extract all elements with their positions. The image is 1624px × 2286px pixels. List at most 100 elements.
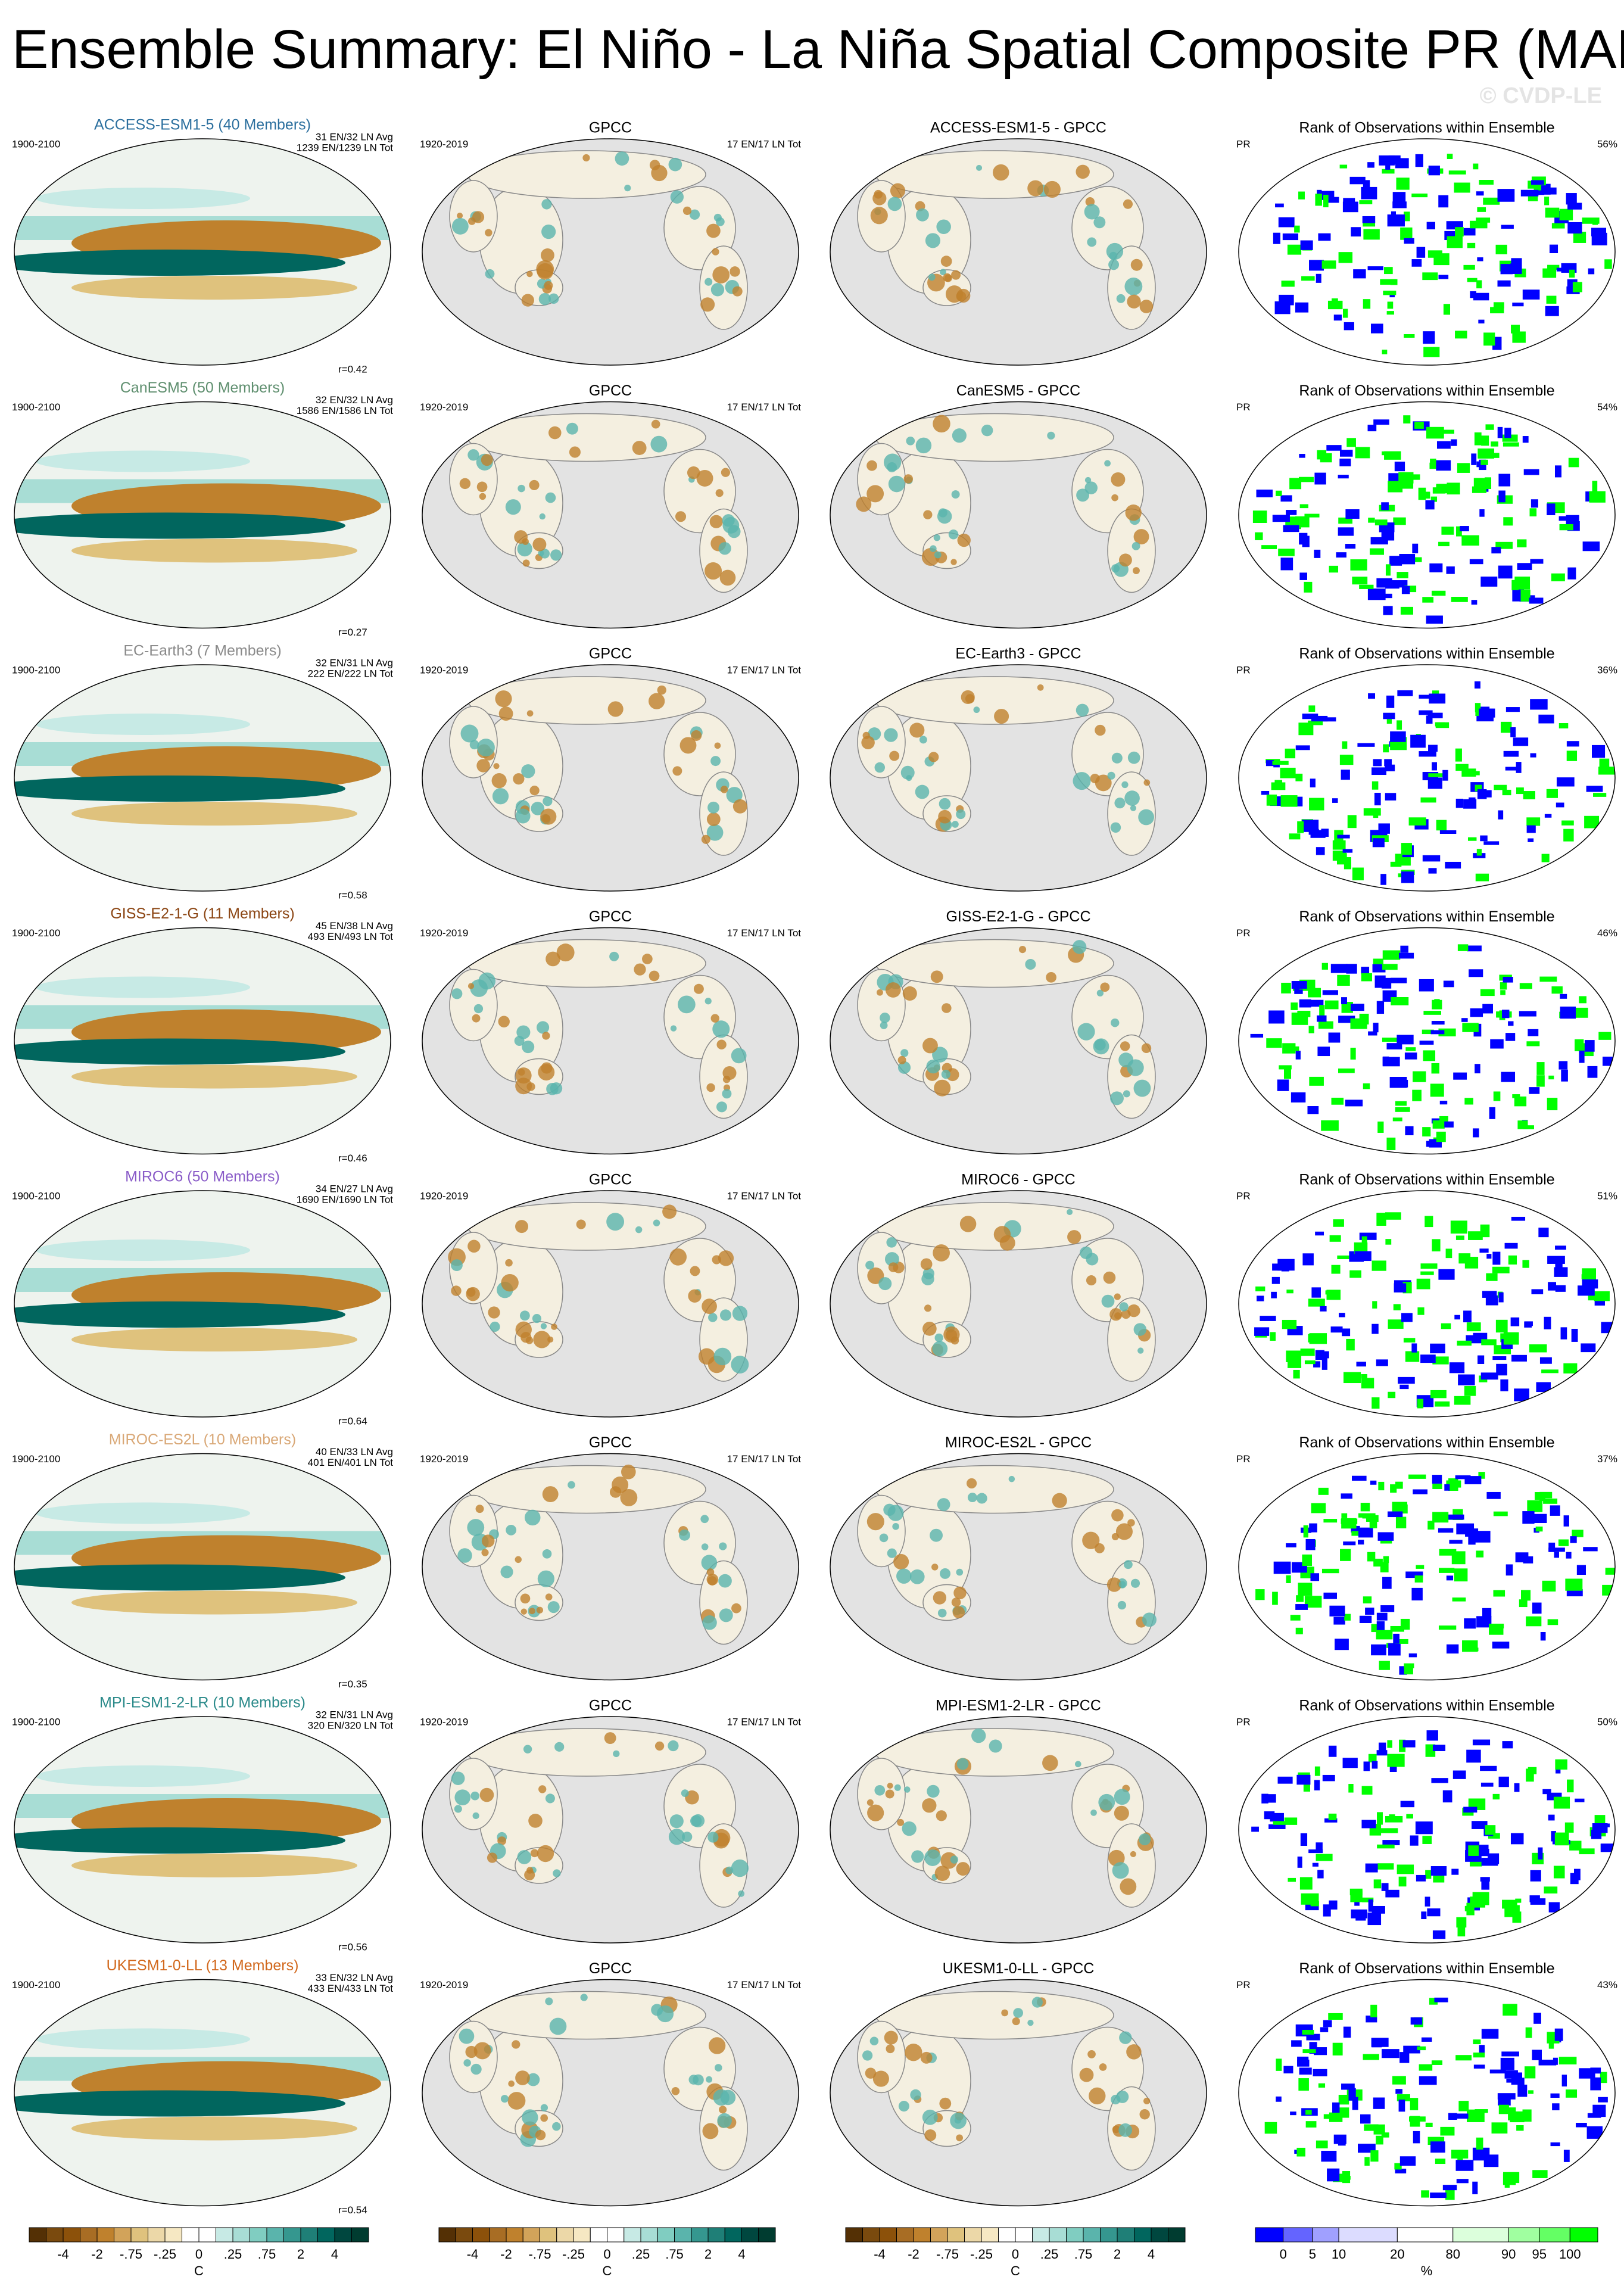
rank-cell xyxy=(1476,1550,1484,1558)
rank-cell xyxy=(1295,1051,1301,1060)
rank-cell xyxy=(1526,825,1536,833)
rank-cell xyxy=(1560,1006,1576,1019)
field-patch xyxy=(463,2059,471,2067)
map-outline xyxy=(14,401,391,629)
field-patch xyxy=(888,475,905,493)
rank-cell xyxy=(1520,589,1531,602)
panel-title: GPCC xyxy=(589,1960,632,1977)
rank-cell xyxy=(1390,861,1402,867)
rank-cell xyxy=(1515,1898,1522,1903)
field-patch xyxy=(669,1814,684,1829)
land xyxy=(467,1465,706,1514)
field-patch xyxy=(687,466,700,479)
rank-cell xyxy=(1559,524,1573,531)
rank-cell xyxy=(1425,1870,1432,1879)
rank-cell xyxy=(1492,1793,1500,1800)
rank-cell xyxy=(1410,2017,1423,2025)
field-patch xyxy=(950,559,957,565)
panel-title: Rank of Observations within Ensemble xyxy=(1299,1698,1554,1714)
rank-cell xyxy=(1532,2050,1542,2060)
rank-cell xyxy=(1432,1239,1441,1251)
rank-cell xyxy=(1371,1644,1386,1656)
field-patch xyxy=(923,510,933,519)
rank-cell xyxy=(1298,2078,1309,2091)
rank-cell xyxy=(1455,2160,1474,2171)
rank-cell xyxy=(1405,1571,1423,1578)
rank-cell xyxy=(1365,1608,1374,1615)
field-patch xyxy=(915,784,930,799)
colorbar-box xyxy=(1032,2227,1050,2243)
rank-cell xyxy=(1359,200,1373,204)
rank-cell xyxy=(1545,306,1559,316)
rank-cell xyxy=(1447,1514,1464,1520)
rank-cell xyxy=(1503,977,1513,983)
rank-cell xyxy=(1347,815,1357,829)
colorbar-label: 0 xyxy=(603,2247,610,2262)
rank-cell xyxy=(1508,1255,1517,1265)
rank-cell xyxy=(1463,1807,1478,1813)
field-patch xyxy=(924,2129,937,2141)
field-patch xyxy=(522,1041,535,1054)
rank-cell xyxy=(1377,1863,1394,1870)
rank-cell xyxy=(1589,491,1606,503)
rank-cell xyxy=(1454,182,1470,193)
map-field xyxy=(14,714,391,826)
rank-cell xyxy=(1547,1256,1565,1264)
field-patch xyxy=(1098,1793,1115,1811)
rank-cell xyxy=(1566,2089,1578,2098)
colorbar-label: -.25 xyxy=(154,2247,176,2262)
rank-cell xyxy=(1316,273,1321,283)
colorbar-label: .25 xyxy=(632,2247,650,2262)
field-patch xyxy=(730,266,740,277)
rank-cell xyxy=(1262,1794,1276,1803)
rank-cell xyxy=(1529,1344,1547,1353)
rank-cell xyxy=(1539,976,1557,982)
rank-cell xyxy=(1535,1492,1545,1500)
rank-cell xyxy=(1523,791,1535,799)
rank-cell xyxy=(1584,1040,1595,1052)
rank-cell xyxy=(1552,2103,1560,2111)
field-patch xyxy=(662,1204,677,1219)
field-patch xyxy=(1046,971,1056,983)
colorbar-label: 100 xyxy=(1559,2247,1581,2262)
field-patch xyxy=(1087,2050,1096,2058)
rank-cell xyxy=(1386,1137,1396,1150)
rank-cell xyxy=(1341,1513,1348,1518)
field-patch xyxy=(940,256,952,267)
map-field xyxy=(449,1464,748,1645)
rank-cell xyxy=(1467,837,1477,841)
field-patch xyxy=(722,1089,732,1099)
field-patch xyxy=(1115,1523,1133,1540)
colorbar: -4 -2 -.75 -.25 0.25.75 2 4C xyxy=(845,2227,1186,2278)
rank-cell xyxy=(1388,481,1403,493)
field-patch xyxy=(952,428,967,443)
map-outline xyxy=(830,927,1207,1155)
rank-cell xyxy=(1416,1565,1424,1569)
rank-cell xyxy=(1544,814,1552,818)
rank-cell xyxy=(1286,1575,1291,1583)
field-patch xyxy=(1077,1023,1095,1041)
rank-cell xyxy=(1497,2093,1516,2100)
field-patch xyxy=(493,763,500,770)
field-patch xyxy=(1114,1789,1130,1805)
rank-cell xyxy=(1373,2097,1385,2109)
rank-cell xyxy=(1461,535,1479,546)
field-patch xyxy=(902,986,917,1001)
rank-cell xyxy=(1342,1328,1351,1337)
rank-cell xyxy=(1474,432,1482,446)
panel-title: Rank of Observations within Ensemble xyxy=(1299,908,1554,925)
rank-cell xyxy=(1371,1323,1379,1334)
rank-cell xyxy=(1511,325,1520,334)
field-patch xyxy=(495,690,512,708)
field-patch xyxy=(607,701,624,717)
colorbar-box xyxy=(1397,2227,1454,2243)
field-patch xyxy=(615,151,629,166)
field-patch xyxy=(546,951,560,967)
field-patch xyxy=(451,217,469,235)
rank-cell xyxy=(1401,871,1414,883)
rank-cell xyxy=(1315,1231,1324,1236)
rank-cell xyxy=(1416,1278,1430,1290)
rank-cell xyxy=(1329,565,1339,573)
rank-cell xyxy=(1351,1909,1367,1919)
field-patch xyxy=(604,1732,616,1744)
